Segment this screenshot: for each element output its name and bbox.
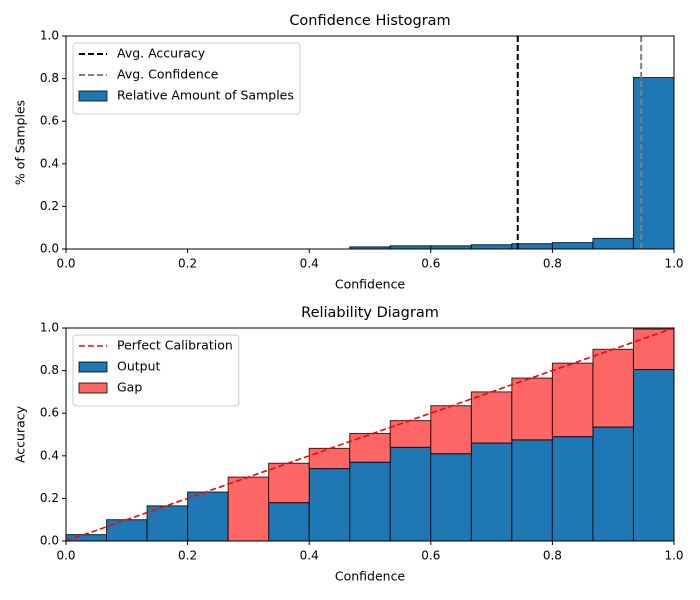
bar: [592, 237, 634, 250]
legend-label: Avg. Confidence: [117, 67, 219, 82]
bar: [227, 476, 270, 542]
bar: [146, 505, 189, 542]
y-tick-label: 0.6: [40, 114, 59, 128]
y-tick-label: 0.6: [40, 406, 59, 420]
x-tick-label: 0.6: [421, 549, 440, 563]
y-tick-label: 0.8: [40, 71, 59, 85]
bar: [65, 534, 108, 542]
legend-label: Avg. Accuracy: [117, 46, 206, 61]
bar: [551, 362, 594, 438]
y-tick-label: 0.8: [40, 363, 59, 377]
bar: [551, 436, 594, 542]
legend-label: Gap: [117, 380, 142, 395]
bar: [592, 426, 634, 542]
x-tick-label: 0.0: [56, 549, 75, 563]
legend-box: [72, 42, 301, 115]
bar: [268, 462, 310, 504]
bar: [511, 377, 553, 441]
bar: [268, 502, 310, 542]
x-tick-label: 0.4: [300, 549, 319, 563]
bar: [389, 446, 432, 542]
bar: [632, 77, 675, 250]
x-tick-label: 0.0: [56, 257, 75, 271]
x-tick-label: 0.2: [178, 257, 197, 271]
chart-title: Reliability Diagram: [301, 305, 439, 321]
y-tick-label: 0.0: [40, 534, 59, 548]
y-tick-label: 1.0: [40, 321, 59, 335]
axes-frame: [65, 327, 675, 542]
bar: [430, 405, 472, 455]
x-axis-label: Confidence: [335, 277, 406, 292]
x-tick-label: 0.6: [421, 257, 440, 271]
x-tick-label: 0.8: [543, 549, 562, 563]
x-tick-label: 1.0: [664, 549, 683, 563]
y-tick-label: 0.4: [40, 448, 59, 462]
bar: [106, 519, 148, 542]
legend-swatch: [78, 90, 108, 102]
x-tick-label: 0.2: [178, 549, 197, 563]
y-tick-label: 0.2: [40, 491, 59, 505]
y-tick-label: 0.2: [40, 199, 59, 213]
chart-title: Confidence Histogram: [289, 13, 450, 29]
legend-swatch: [78, 361, 108, 373]
y-tick-label: 0.0: [40, 242, 59, 256]
legend-swatch: [78, 382, 108, 394]
y-tick-label: 0.4: [40, 156, 59, 170]
x-axis-label: Confidence: [335, 569, 406, 584]
legend-label: Output: [117, 359, 161, 374]
bar: [511, 439, 553, 542]
legend-label: Relative Amount of Samples: [117, 88, 294, 103]
bar: [632, 369, 675, 542]
y-axis-label: Accuracy: [13, 405, 28, 463]
bar: [430, 453, 472, 542]
bar: [592, 348, 634, 428]
bar: [187, 491, 229, 542]
y-tick-label: 1.0: [40, 29, 59, 43]
x-tick-label: 0.4: [300, 257, 319, 271]
legend-label: Perfect Calibration: [117, 338, 233, 353]
x-tick-label: 1.0: [664, 257, 683, 271]
bar: [389, 420, 432, 448]
bar: [349, 432, 391, 463]
legend-box: [72, 334, 240, 407]
bar: [470, 442, 513, 542]
bar: [349, 461, 391, 542]
x-tick-label: 0.8: [543, 257, 562, 271]
line: [65, 327, 675, 542]
bar: [470, 391, 513, 444]
axes-frame: [65, 35, 675, 250]
y-axis-label: % of Samples: [13, 100, 28, 185]
bar: [308, 447, 351, 470]
bar: [551, 242, 594, 250]
bar: [470, 244, 513, 250]
bar: [308, 468, 351, 542]
